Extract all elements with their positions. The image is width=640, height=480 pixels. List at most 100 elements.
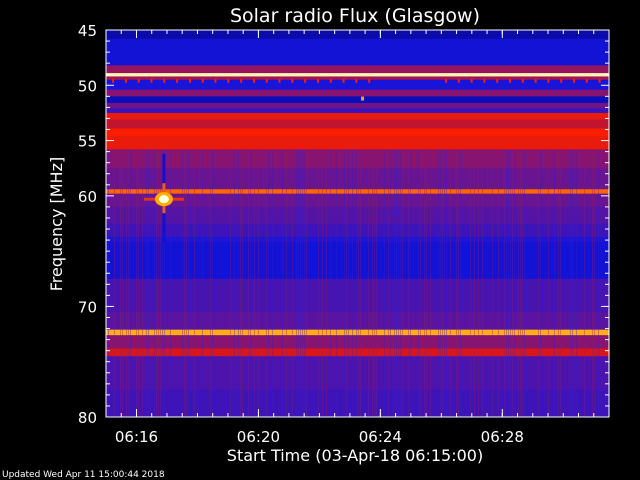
noise-streak bbox=[194, 149, 195, 417]
y-tick-label: 60 bbox=[78, 188, 97, 206]
interference-dot bbox=[342, 78, 345, 83]
spectrum-band bbox=[106, 223, 609, 238]
noise-streak bbox=[512, 149, 513, 417]
noise-streak bbox=[120, 149, 121, 417]
noise-streak bbox=[510, 149, 511, 417]
interference-dot bbox=[291, 78, 294, 83]
noise-streak bbox=[336, 149, 337, 417]
interference-dot bbox=[329, 78, 332, 83]
spectrum-band bbox=[106, 278, 609, 313]
y-tick-label: 45 bbox=[78, 22, 97, 40]
noise-streak bbox=[238, 149, 239, 417]
noise-streak bbox=[114, 149, 115, 417]
noise-streak bbox=[258, 149, 259, 417]
interference-dot bbox=[509, 78, 512, 83]
spectrum-band bbox=[106, 136, 609, 150]
interference-dot bbox=[240, 78, 243, 83]
spectrum-band bbox=[106, 356, 609, 390]
interference-dot bbox=[547, 78, 550, 83]
noise-streak bbox=[156, 149, 157, 417]
interference-dot bbox=[368, 78, 371, 83]
y-tick-label: 80 bbox=[78, 409, 97, 427]
noise-streak bbox=[508, 149, 509, 417]
noise-streak bbox=[384, 149, 385, 417]
spectrum-band bbox=[106, 206, 609, 224]
noise-streak bbox=[388, 149, 389, 417]
interference-dot bbox=[521, 78, 524, 83]
noise-streak bbox=[346, 149, 347, 417]
noise-streak bbox=[322, 149, 323, 417]
noise-streak bbox=[158, 149, 159, 417]
interference-dot bbox=[496, 78, 499, 83]
noise-streak bbox=[482, 149, 483, 417]
noise-streak bbox=[304, 149, 305, 417]
noise-streak bbox=[458, 149, 459, 417]
interference-dot bbox=[163, 78, 166, 83]
noise-streak bbox=[230, 149, 231, 417]
noise-streak bbox=[266, 149, 267, 417]
noise-streak bbox=[554, 149, 555, 417]
noise-streak bbox=[326, 149, 327, 417]
noise-streak bbox=[426, 149, 427, 417]
noise-streak bbox=[202, 149, 203, 417]
noise-streak bbox=[524, 149, 525, 417]
interference-dot bbox=[560, 78, 563, 83]
noise-streak bbox=[430, 149, 431, 417]
noise-streak bbox=[584, 149, 585, 417]
noise-streak bbox=[444, 149, 445, 417]
interference-dot bbox=[188, 78, 191, 83]
chart-title: Solar radio Flux (Glasgow) bbox=[230, 5, 480, 27]
noise-streak bbox=[394, 149, 395, 417]
interference-dot bbox=[355, 78, 358, 83]
interference-dot bbox=[252, 78, 255, 83]
spectrum-band bbox=[106, 108, 609, 114]
noise-streak bbox=[506, 149, 507, 417]
noise-streak bbox=[424, 149, 425, 417]
noise-streak bbox=[184, 149, 185, 417]
noise-streak bbox=[398, 149, 399, 417]
noise-streak bbox=[518, 149, 519, 417]
noise-streak bbox=[128, 149, 129, 417]
noise-streak bbox=[356, 149, 357, 417]
noise-streak bbox=[400, 149, 401, 417]
spectrum-band bbox=[106, 79, 609, 91]
spectrum-band bbox=[106, 149, 609, 169]
x-tick-label: 06:20 bbox=[237, 428, 280, 446]
noise-streak bbox=[558, 149, 559, 417]
spectrum-band bbox=[106, 76, 609, 81]
interference-dot bbox=[137, 78, 140, 83]
noise-streak bbox=[348, 149, 349, 417]
noise-streak bbox=[300, 149, 301, 417]
noise-streak bbox=[240, 149, 241, 417]
noise-streak bbox=[376, 149, 377, 417]
noise-streak bbox=[160, 149, 161, 417]
noise-streak bbox=[306, 149, 307, 417]
noise-streak bbox=[272, 149, 273, 417]
noise-streak bbox=[514, 149, 515, 417]
spectrum-band bbox=[106, 30, 609, 40]
noise-streak bbox=[148, 149, 149, 417]
noise-streak bbox=[352, 149, 353, 417]
interference-dot bbox=[201, 78, 204, 83]
spectrum-band bbox=[106, 96, 609, 104]
noise-streak bbox=[286, 149, 287, 417]
noise-streak bbox=[162, 149, 163, 417]
spectrum-band bbox=[106, 348, 609, 357]
interference-dot bbox=[316, 78, 319, 83]
noise-texture bbox=[108, 149, 599, 417]
interference-dot bbox=[598, 78, 601, 83]
noise-streak bbox=[268, 149, 269, 417]
noise-streak bbox=[538, 149, 539, 417]
noise-streak bbox=[418, 149, 419, 417]
spectrum-band bbox=[106, 65, 609, 74]
noise-streak bbox=[164, 149, 165, 417]
burst-core bbox=[158, 195, 169, 204]
noise-streak bbox=[470, 149, 471, 417]
noise-streak bbox=[154, 149, 155, 417]
noise-streak bbox=[146, 149, 147, 417]
interference-spot bbox=[361, 96, 365, 101]
interference-dot bbox=[470, 78, 473, 83]
emission-features bbox=[112, 78, 601, 243]
spectrum-band bbox=[106, 38, 609, 66]
